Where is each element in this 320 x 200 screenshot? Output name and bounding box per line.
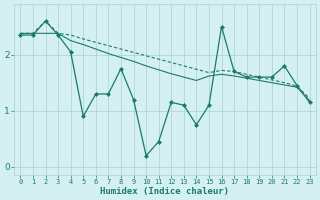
X-axis label: Humidex (Indice chaleur): Humidex (Indice chaleur) [100, 187, 229, 196]
